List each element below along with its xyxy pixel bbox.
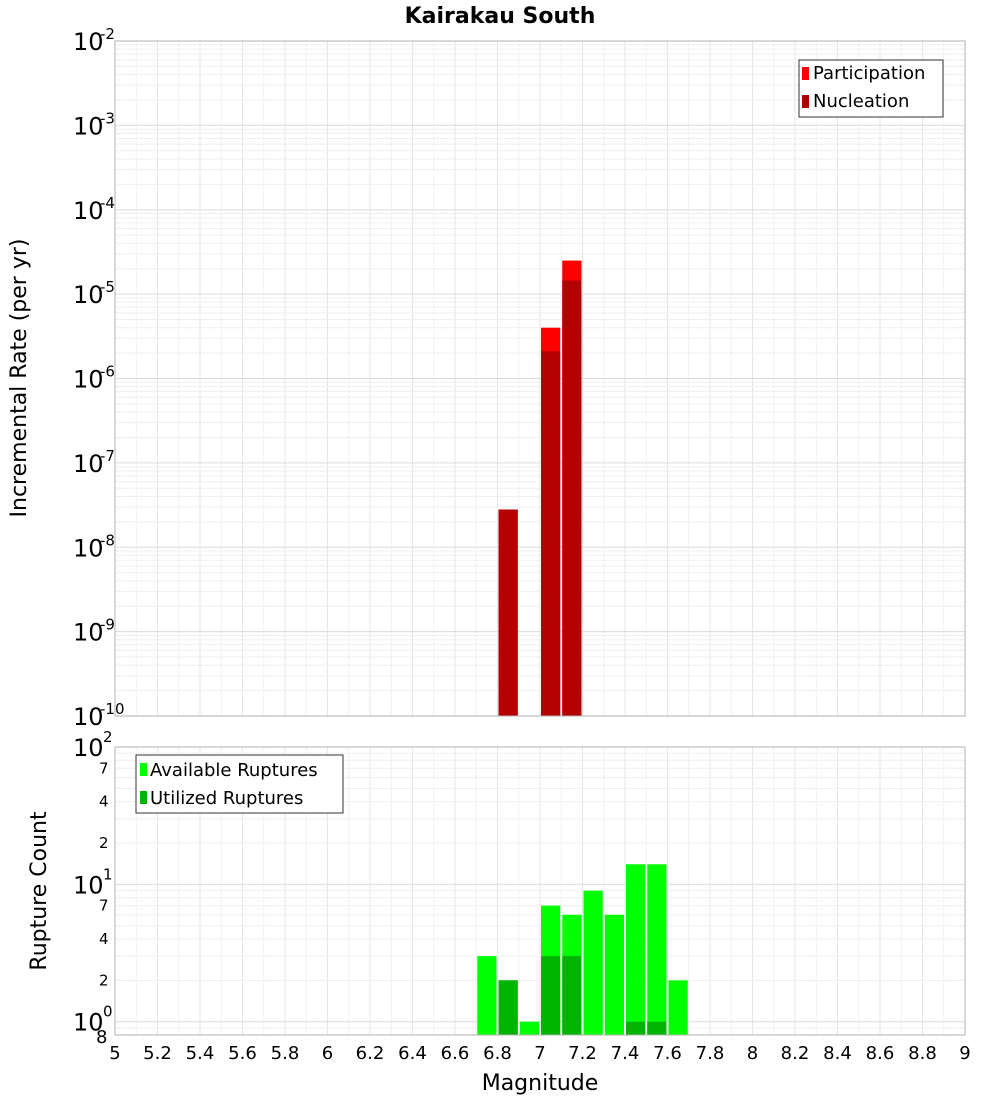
legend-label-participation: Participation: [813, 63, 925, 84]
legend-swatch-utilized: [140, 791, 147, 804]
x-tick-label: 7.2: [568, 1043, 597, 1064]
count-bar-utilized-ruptures: [626, 1021, 646, 1035]
x-axis-label: Magnitude: [482, 1071, 599, 1096]
count-bar-available-ruptures: [626, 864, 646, 1035]
top-y-tick-exponent: -7: [100, 447, 115, 465]
x-tick-label: 6.2: [356, 1043, 385, 1064]
top-y-tick-base: 10: [73, 619, 104, 647]
top-y-tick-base: 10: [73, 703, 104, 731]
x-tick-label: 8.8: [908, 1043, 937, 1064]
bottom-y-minor-tick: 8: [96, 1027, 107, 1048]
bottom-y-tick-base: 10: [73, 871, 104, 899]
top-gridlines: [114, 40, 966, 717]
legend-label-utilized: Utilized Ruptures: [150, 788, 303, 809]
top-y-axis-label: Incremental Rate (per yr): [7, 239, 32, 518]
x-tick-label: 6: [322, 1043, 333, 1064]
count-bar-available-ruptures: [647, 864, 667, 1035]
top-y-tick-base: 10: [73, 112, 104, 140]
count-bar-available-ruptures: [668, 980, 688, 1035]
x-tick-label: 7: [534, 1043, 545, 1064]
count-bar-available-ruptures: [604, 914, 624, 1035]
x-tick-label: 8.6: [866, 1043, 895, 1064]
rate-bar-nucleation: [541, 351, 561, 716]
bottom-y-tick-base: 10: [73, 1009, 104, 1037]
bottom-bars: [477, 864, 688, 1035]
top-y-tick-exponent: -4: [100, 194, 115, 212]
legend-swatch-participation: [802, 67, 809, 80]
top-plot-frame: [114, 40, 966, 717]
x-tick-label: 5.6: [228, 1043, 257, 1064]
x-tick-label: 9: [959, 1043, 970, 1064]
top-y-tick-base: 10: [73, 281, 104, 309]
x-tick-label: 7.4: [611, 1043, 640, 1064]
top-y-tick-exponent: -2: [100, 25, 115, 43]
x-tick-label: 6.8: [483, 1043, 512, 1064]
bottom-legend: Available Ruptures Utilized Ruptures: [135, 754, 344, 814]
count-bar-available-ruptures: [583, 890, 603, 1035]
bottom-y-minor-tick: 4: [99, 793, 109, 811]
rate-bar-nucleation: [498, 509, 518, 716]
count-bar-utilized-ruptures: [498, 980, 518, 1035]
bottom-y-tick-exponent: 2: [103, 728, 113, 746]
top-y-tick-exponent: -10: [100, 700, 125, 718]
bottom-y-tick-exponent: 0: [103, 1003, 113, 1021]
x-tick-label: 8: [747, 1043, 758, 1064]
top-y-tick-base: 10: [73, 534, 104, 562]
top-y-tick-exponent: -5: [100, 278, 115, 296]
bottom-legend-box: [135, 754, 344, 814]
bottom-y-axis-label: Rupture Count: [27, 811, 52, 971]
x-tick-label: 5: [109, 1043, 120, 1064]
x-tick-label: 8.4: [823, 1043, 852, 1064]
x-tick-labels: 5 5.2 5.4 5.6 5.8 6 6.2 6.4 6.6 6.8 7 7.2 7.4 7.6 7.8 8…: [109, 1043, 970, 1064]
bottom-y-minor-tick: 7: [99, 897, 109, 915]
bottom-y-minor-tick: 7: [99, 759, 109, 777]
count-bar-utilized-ruptures: [562, 956, 582, 1035]
legend-swatch-nucleation: [802, 95, 809, 108]
top-y-tick-exponent: -8: [100, 531, 115, 549]
x-tick-label: 5.8: [271, 1043, 300, 1064]
x-tick-label: 6.4: [398, 1043, 427, 1064]
count-bar-utilized-ruptures: [541, 956, 561, 1035]
legend-swatch-available: [140, 763, 147, 776]
bottom-y-minor-tick: 2: [99, 834, 109, 852]
x-tick-label: 7.8: [696, 1043, 725, 1064]
bottom-y-tick-exponent: 1: [103, 865, 113, 883]
x-tick-label: 7.6: [653, 1043, 682, 1064]
top-y-tick-exponent: -9: [100, 616, 115, 634]
top-legend-box: [798, 59, 944, 118]
top-y-tick-base: 10: [73, 366, 104, 394]
top-bars: [498, 260, 582, 716]
chart-title: Kairakau South: [405, 4, 596, 29]
bottom-plot-frame: [114, 746, 966, 1036]
legend-label-nucleation: Nucleation: [813, 91, 909, 112]
x-tick-label: 5.4: [186, 1043, 215, 1064]
x-tick-label: 5.2: [143, 1043, 172, 1064]
bottom-y-tick-base: 10: [73, 734, 104, 762]
top-legend: Participation Nucleation: [798, 59, 944, 118]
x-tick-label: 8.2: [781, 1043, 810, 1064]
top-y-tick-base: 10: [73, 197, 104, 225]
top-y-tick-base: 10: [73, 450, 104, 478]
bottom-y-minor-tick: 2: [99, 971, 109, 989]
top-y-tick-exponent: -3: [100, 109, 115, 127]
legend-label-available: Available Ruptures: [150, 760, 318, 781]
x-tick-label: 6.6: [441, 1043, 470, 1064]
rate-bar-nucleation: [562, 280, 582, 716]
top-y-tick-base: 10: [73, 28, 104, 56]
bottom-y-minor-tick: 4: [99, 930, 109, 948]
count-bar-available-ruptures: [519, 1021, 539, 1035]
top-y-tick-exponent: -6: [100, 363, 115, 381]
count-bar-available-ruptures: [477, 956, 497, 1035]
count-bar-utilized-ruptures: [647, 1021, 667, 1035]
